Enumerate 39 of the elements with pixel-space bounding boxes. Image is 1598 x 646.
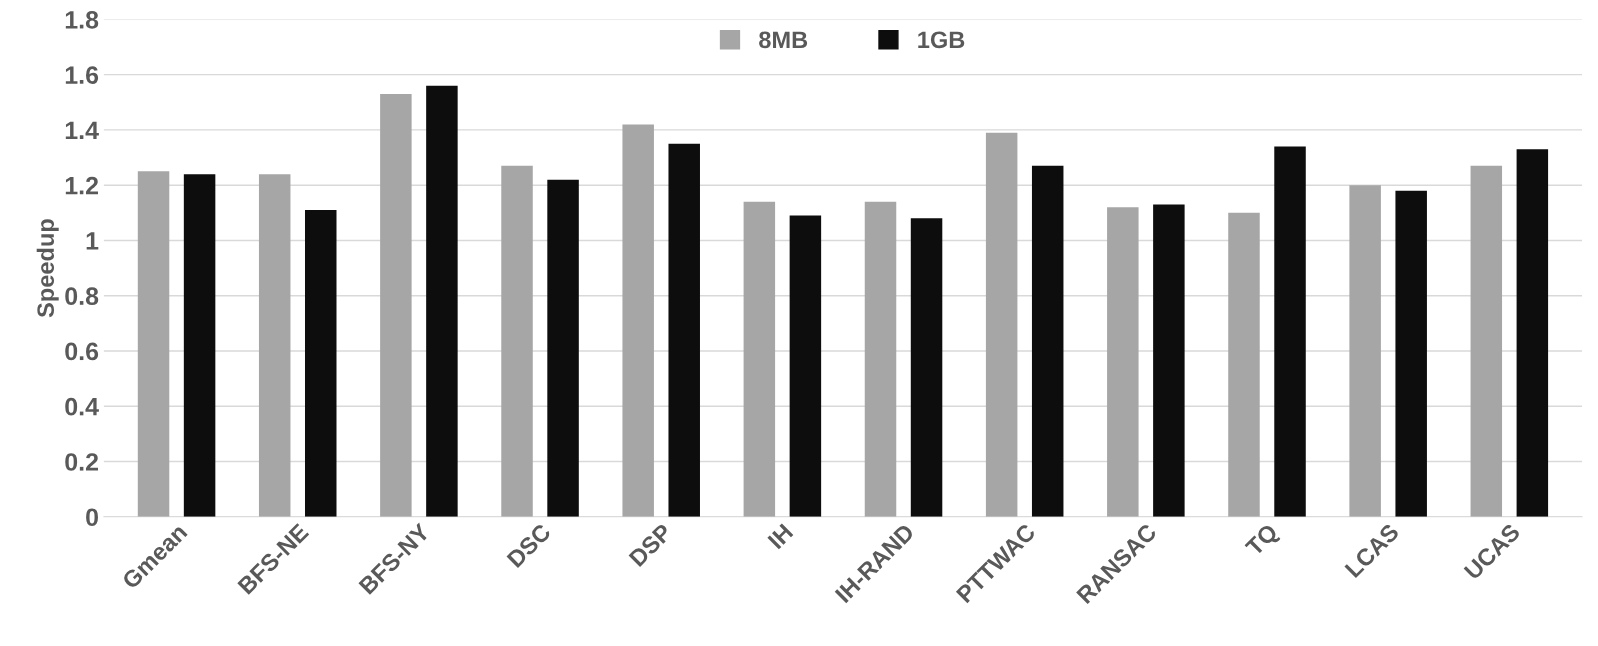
y-tick-label: 0 xyxy=(86,508,98,527)
y-tick-label: 0.8 xyxy=(65,287,99,306)
y-tick-label: 1.2 xyxy=(65,176,99,195)
legend-label: 8MB xyxy=(759,31,808,49)
y-tick-label: 1.6 xyxy=(65,66,99,84)
bar xyxy=(547,179,579,517)
x-tick-label: IH xyxy=(767,523,794,550)
bar xyxy=(1470,165,1503,517)
bar xyxy=(1107,207,1139,517)
bar xyxy=(743,201,776,517)
bar xyxy=(1349,185,1381,517)
y-axis-title: Speedup xyxy=(36,219,59,318)
bar xyxy=(910,218,943,517)
bar xyxy=(1274,146,1306,517)
y-tick-label: 0.2 xyxy=(65,453,99,471)
y-tick-label: 0.6 xyxy=(65,342,99,361)
bar xyxy=(1153,204,1185,517)
bar xyxy=(183,174,216,517)
bar xyxy=(864,201,897,517)
bar xyxy=(258,174,291,517)
bar xyxy=(1516,149,1549,517)
bar xyxy=(789,215,822,517)
x-tick-label: TQ xyxy=(1244,522,1282,561)
y-tick-label: 1 xyxy=(86,232,99,250)
legend-label: 1GB xyxy=(918,31,965,49)
bar xyxy=(1031,165,1064,517)
y-tick-label: 1.8 xyxy=(65,10,99,29)
bar xyxy=(1395,190,1427,517)
bar xyxy=(1228,212,1260,517)
bar xyxy=(668,143,700,517)
bar xyxy=(137,171,170,517)
bar xyxy=(380,93,412,517)
bar xyxy=(985,132,1018,517)
bar xyxy=(426,85,458,517)
y-tick-label: 0.4 xyxy=(65,397,99,416)
y-tick-label: 1.4 xyxy=(65,121,99,139)
bar xyxy=(501,165,533,517)
bar xyxy=(622,124,654,517)
bar xyxy=(305,210,337,517)
